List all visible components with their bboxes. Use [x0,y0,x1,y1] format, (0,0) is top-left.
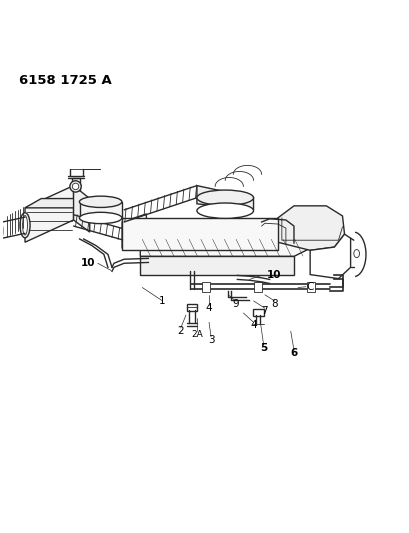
Ellipse shape [79,212,121,224]
Polygon shape [122,218,277,251]
Polygon shape [253,282,261,292]
Polygon shape [277,206,344,251]
Polygon shape [252,309,263,316]
Ellipse shape [353,249,359,257]
Text: 9: 9 [231,298,238,309]
Polygon shape [79,202,122,218]
Text: 7: 7 [261,306,267,316]
Text: 4: 4 [249,320,256,330]
Polygon shape [202,282,210,292]
Ellipse shape [0,220,3,242]
Polygon shape [25,185,73,242]
Polygon shape [124,222,140,247]
Text: 1: 1 [159,296,166,306]
Text: 5: 5 [259,343,267,353]
Ellipse shape [196,190,253,205]
Polygon shape [140,256,293,274]
Polygon shape [25,199,90,208]
Polygon shape [309,234,350,279]
Polygon shape [196,185,253,210]
Ellipse shape [20,213,30,238]
Text: 2A: 2A [191,330,202,339]
Text: 10: 10 [266,270,280,280]
Text: 3: 3 [207,335,214,345]
Polygon shape [73,185,90,232]
Ellipse shape [22,215,27,235]
Polygon shape [72,179,80,190]
Text: 10: 10 [80,259,95,268]
Text: 4: 4 [205,303,212,313]
Ellipse shape [79,196,121,207]
Ellipse shape [196,203,253,219]
Text: 6158 1725 A: 6158 1725 A [19,75,111,87]
Text: C: C [306,282,313,292]
Text: 6: 6 [290,349,297,359]
Polygon shape [140,239,309,256]
Polygon shape [122,214,146,248]
Ellipse shape [70,181,81,192]
Polygon shape [187,304,196,311]
Text: 2: 2 [177,326,184,336]
Text: 8: 8 [271,298,277,309]
Polygon shape [306,282,314,292]
Ellipse shape [72,183,79,190]
